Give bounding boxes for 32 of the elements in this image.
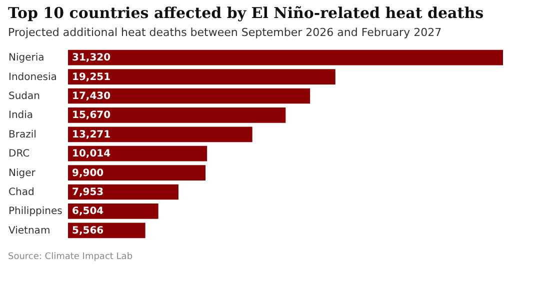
chart-title: Top 10 countries affected by El Niño-related heat deaths <box>8 4 484 22</box>
data-label: 15,670 <box>72 110 111 122</box>
y-tick-label: Brazil <box>8 129 36 140</box>
bar <box>68 146 208 162</box>
bar <box>68 88 310 104</box>
bar <box>68 50 503 66</box>
bar <box>68 126 252 142</box>
y-tick-label: DRC <box>8 148 30 160</box>
data-label: 17,430 <box>72 91 111 102</box>
y-tick-label: Philippines <box>8 206 62 218</box>
data-label: 9,900 <box>72 168 104 179</box>
y-tick-label: India <box>8 110 34 122</box>
bar <box>68 165 206 180</box>
y-tick-label: Niger <box>8 168 36 179</box>
y-tick-label: Chad <box>8 187 34 198</box>
data-label: 6,504 <box>72 206 104 218</box>
y-tick-label: Vietnam <box>8 225 50 236</box>
bar <box>68 184 178 200</box>
data-label: 19,251 <box>72 72 111 83</box>
data-label: 10,014 <box>72 148 111 160</box>
y-tick-label: Nigeria <box>8 52 44 64</box>
bar <box>68 69 336 84</box>
data-label: 7,953 <box>72 187 104 198</box>
source-note: Source: Climate Impact Lab <box>8 252 133 262</box>
y-tick-label: Indonesia <box>8 72 57 83</box>
data-label: 5,566 <box>72 225 104 236</box>
bar <box>68 108 286 123</box>
data-label: 31,320 <box>72 52 111 64</box>
y-tick-label: Sudan <box>8 91 40 102</box>
data-label: 13,271 <box>72 129 111 140</box>
bar <box>68 204 158 219</box>
chart-subtitle: Projected additional heat deaths between September 2026 and February 2027 <box>8 26 442 39</box>
